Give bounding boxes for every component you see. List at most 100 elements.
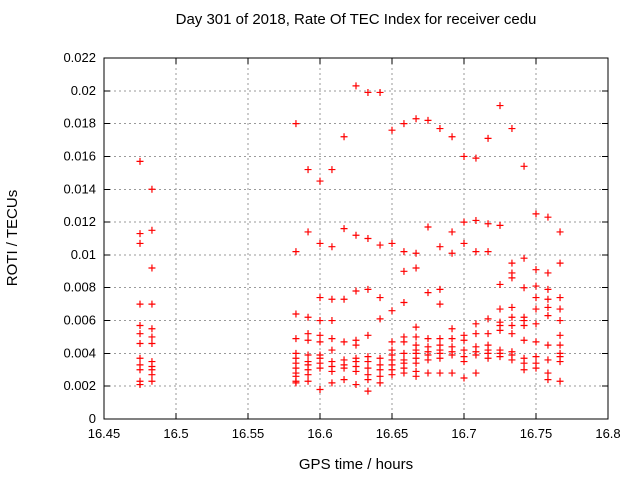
data-point-marker — [532, 210, 540, 218]
data-point-marker — [544, 303, 552, 311]
data-point-marker — [136, 321, 144, 329]
x-tick-label: 16.55 — [232, 426, 265, 441]
data-point-marker — [544, 341, 552, 349]
data-point-marker — [532, 266, 540, 274]
data-point-marker — [508, 259, 516, 267]
data-point-marker — [136, 157, 144, 165]
data-point-marker — [352, 82, 360, 90]
data-point-marker — [316, 338, 324, 346]
data-point-marker — [436, 243, 444, 251]
data-point-marker — [292, 248, 300, 256]
data-point-marker — [292, 310, 300, 318]
data-point-marker — [148, 371, 156, 379]
data-point-marker — [388, 126, 396, 134]
data-point-marker — [544, 376, 552, 384]
data-point-marker — [532, 282, 540, 290]
data-point-marker — [136, 366, 144, 374]
data-point-marker — [556, 341, 564, 349]
data-point-marker — [136, 239, 144, 247]
data-point-marker — [532, 305, 540, 313]
data-point-marker — [316, 239, 324, 247]
plot-border — [103, 57, 609, 420]
data-point-marker — [556, 331, 564, 339]
data-point-marker — [484, 248, 492, 256]
data-point-marker — [556, 317, 564, 325]
x-tick-label: 16.45 — [88, 426, 121, 441]
data-point-marker — [376, 294, 384, 302]
data-point-marker — [328, 295, 336, 303]
data-point-marker — [508, 303, 516, 311]
data-point-marker — [448, 335, 456, 343]
data-point-marker — [148, 185, 156, 193]
data-point-marker — [460, 374, 468, 382]
data-point-marker — [436, 369, 444, 377]
data-point-marker — [304, 377, 312, 385]
data-point-marker — [412, 372, 420, 380]
data-point-marker — [532, 364, 540, 372]
data-point-marker — [304, 330, 312, 338]
data-point-marker — [364, 376, 372, 384]
data-point-marker — [304, 351, 312, 359]
data-point-marker — [520, 359, 528, 367]
data-point-marker — [556, 305, 564, 313]
data-point-marker — [340, 295, 348, 303]
data-point-marker — [520, 336, 528, 344]
y-tick-label: 0.006 — [63, 313, 96, 328]
data-point-marker — [400, 120, 408, 128]
y-tick-label: 0.008 — [63, 280, 96, 295]
data-point-marker — [304, 228, 312, 236]
data-point-marker — [412, 359, 420, 367]
data-point-marker — [376, 366, 384, 374]
data-point-marker — [352, 367, 360, 375]
data-point-marker — [328, 317, 336, 325]
axes — [103, 57, 609, 420]
data-point-marker — [460, 152, 468, 160]
x-tick-label: 16.5 — [163, 426, 188, 441]
data-point-marker — [328, 346, 336, 354]
data-point-marker — [484, 354, 492, 362]
data-point-marker — [520, 254, 528, 262]
data-point-marker — [448, 369, 456, 377]
data-point-marker — [544, 295, 552, 303]
tick-labels: 16.45 16.5 16.55 16.6 16.65 16.7 16.75 16.8 0 0.0… — [63, 50, 620, 441]
data-point-marker — [496, 305, 504, 313]
data-point-marker — [484, 134, 492, 142]
data-point-marker — [292, 379, 300, 387]
data-point-marker — [376, 241, 384, 249]
y-tick-label: 0.022 — [63, 50, 96, 65]
data-point-marker — [508, 321, 516, 329]
data-point-marker — [136, 381, 144, 389]
data-point-marker — [136, 300, 144, 308]
data-point-marker — [364, 285, 372, 293]
data-point-marker — [556, 294, 564, 302]
x-tick-label: 16.65 — [376, 426, 409, 441]
data-point-marker — [376, 88, 384, 96]
data-point-marker — [304, 313, 312, 321]
data-point-marker — [328, 166, 336, 174]
y-tick-label: 0.018 — [63, 116, 96, 131]
data-point-marker — [460, 358, 468, 366]
data-point-marker — [556, 228, 564, 236]
data-point-marker — [460, 218, 468, 226]
data-point-marker — [532, 294, 540, 302]
data-point-marker — [316, 294, 324, 302]
data-point-marker — [328, 367, 336, 375]
data-point-marker — [520, 284, 528, 292]
y-tick-label: 0.01 — [71, 247, 96, 262]
data-point-marker — [328, 335, 336, 343]
data-point-marker — [496, 102, 504, 110]
data-point-marker — [496, 353, 504, 361]
data-point-marker — [472, 369, 480, 377]
data-point-marker — [532, 338, 540, 346]
data-point-marker — [148, 377, 156, 385]
data-point-marker — [352, 341, 360, 349]
data-point-marker — [424, 289, 432, 297]
data-point-marker — [340, 364, 348, 372]
data-point-marker — [484, 220, 492, 228]
data-point-marker — [520, 321, 528, 329]
data-point-marker — [316, 177, 324, 185]
data-point-marker — [496, 280, 504, 288]
data-point-marker — [412, 323, 420, 331]
data-point-marker — [316, 317, 324, 325]
